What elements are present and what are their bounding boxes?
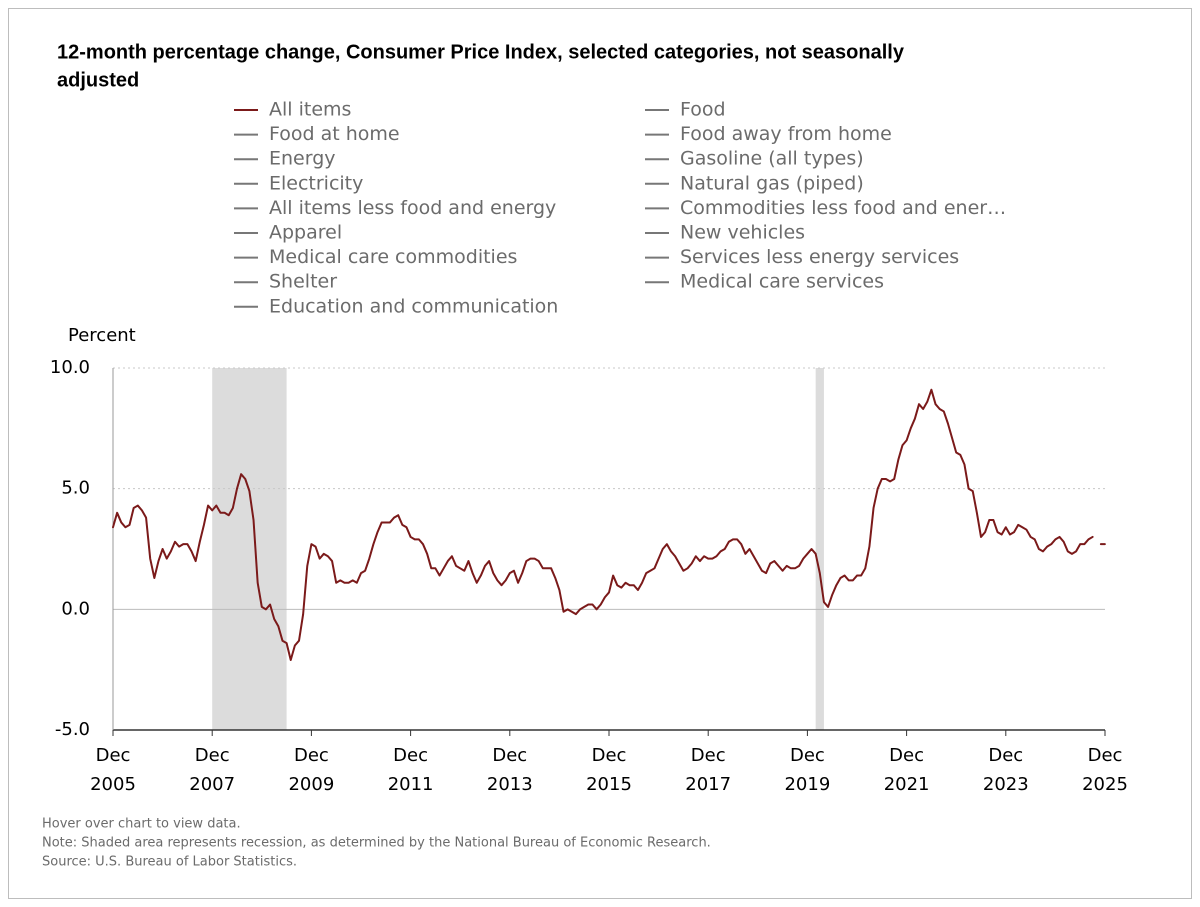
frame <box>8 8 1192 899</box>
footnote: Source: U.S. Bureau of Labor Statistics. <box>42 855 297 870</box>
x-tick-label: 2025 <box>1082 774 1128 795</box>
legend-label: Shelter <box>269 271 337 293</box>
x-tick-label: 2019 <box>784 774 830 795</box>
x-tick-label: Dec <box>889 745 924 766</box>
y-tick-label: -5.0 <box>55 719 90 740</box>
x-tick-label: Dec <box>294 745 329 766</box>
y-tick-label: 10.0 <box>50 357 90 378</box>
x-tick-label: Dec <box>1088 745 1123 766</box>
x-tick-label: Dec <box>691 745 726 766</box>
x-tick-label: 2023 <box>983 774 1029 795</box>
footnote: Note: Shaded area represents recession, … <box>42 836 711 851</box>
x-tick-label: 2015 <box>586 774 632 795</box>
legend-label: Education and communication <box>269 295 558 317</box>
legend-label: All items less food and energy <box>269 197 556 219</box>
chart-title: adjusted <box>57 69 139 91</box>
x-tick-label: Dec <box>492 745 527 766</box>
x-tick-label: Dec <box>592 745 627 766</box>
x-tick-label: Dec <box>195 745 230 766</box>
x-tick-label: 2021 <box>884 774 930 795</box>
legend-label: Medical care commodities <box>269 246 517 268</box>
legend-label: Services less energy services <box>680 246 959 268</box>
y-tick-label: 5.0 <box>61 478 90 499</box>
recession-band <box>212 368 287 730</box>
x-tick-label: 2011 <box>388 774 434 795</box>
legend-label: All items <box>269 99 351 121</box>
x-tick-label: Dec <box>988 745 1023 766</box>
x-tick-label: 2007 <box>189 774 235 795</box>
legend-label: Energy <box>269 148 336 170</box>
legend-label: Electricity <box>269 172 363 194</box>
x-tick-label: 2009 <box>288 774 334 795</box>
footnote: Hover over chart to view data. <box>42 817 241 832</box>
x-tick-label: 2013 <box>487 774 533 795</box>
legend-label: Medical care services <box>680 271 884 293</box>
x-tick-label: Dec <box>96 745 131 766</box>
y-axis-label: Percent <box>68 325 136 346</box>
x-tick-label: Dec <box>790 745 825 766</box>
legend-label: Food <box>680 99 726 121</box>
y-tick-label: 0.0 <box>61 598 90 619</box>
recession-band <box>815 368 824 730</box>
legend-label: Commodities less food and ener… <box>680 197 1006 219</box>
x-tick-label: 2017 <box>685 774 731 795</box>
legend-label: Gasoline (all types) <box>680 148 864 170</box>
legend-label: New vehicles <box>680 222 805 244</box>
x-tick-label: 2005 <box>90 774 136 795</box>
legend-label: Natural gas (piped) <box>680 172 864 194</box>
legend-label: Food at home <box>269 123 400 145</box>
legend-label: Apparel <box>269 222 342 244</box>
x-tick-label: Dec <box>393 745 428 766</box>
legend-label: Food away from home <box>680 123 892 145</box>
chart-title: 12-month percentage change, Consumer Pri… <box>57 41 905 63</box>
data-line <box>112 388 1106 662</box>
